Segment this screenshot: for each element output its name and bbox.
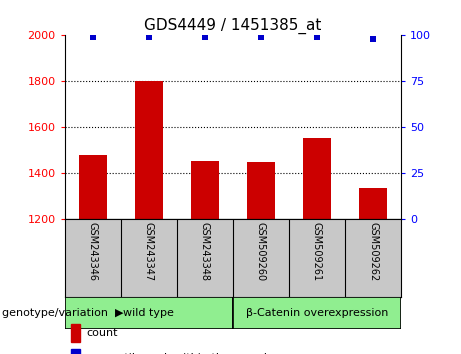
Text: GSM509260: GSM509260 — [256, 222, 266, 281]
Point — [201, 34, 208, 40]
Point — [89, 34, 96, 40]
Text: wild type: wild type — [123, 308, 174, 318]
Point — [257, 34, 265, 40]
Text: genotype/variation  ▶: genotype/variation ▶ — [2, 308, 124, 318]
Bar — [233, 297, 401, 329]
Bar — [247, 162, 275, 219]
Bar — [303, 138, 331, 219]
Bar — [71, 324, 80, 343]
Bar — [78, 155, 106, 219]
Bar — [359, 188, 387, 219]
Point — [145, 34, 152, 40]
Bar — [135, 81, 163, 219]
Bar — [71, 349, 80, 354]
Text: β-Catenin overexpression: β-Catenin overexpression — [246, 308, 388, 318]
Text: GSM243346: GSM243346 — [88, 222, 98, 281]
Text: GSM243348: GSM243348 — [200, 222, 210, 281]
Text: count: count — [86, 329, 118, 338]
Text: GSM509262: GSM509262 — [368, 222, 378, 281]
Text: percentile rank within the sample: percentile rank within the sample — [86, 353, 274, 354]
Text: GSM243347: GSM243347 — [144, 222, 154, 281]
Title: GDS4449 / 1451385_at: GDS4449 / 1451385_at — [144, 18, 321, 34]
Text: GSM509261: GSM509261 — [312, 222, 322, 281]
Bar — [191, 161, 219, 219]
Bar — [65, 297, 233, 329]
Point — [369, 36, 377, 42]
Point — [313, 34, 321, 40]
